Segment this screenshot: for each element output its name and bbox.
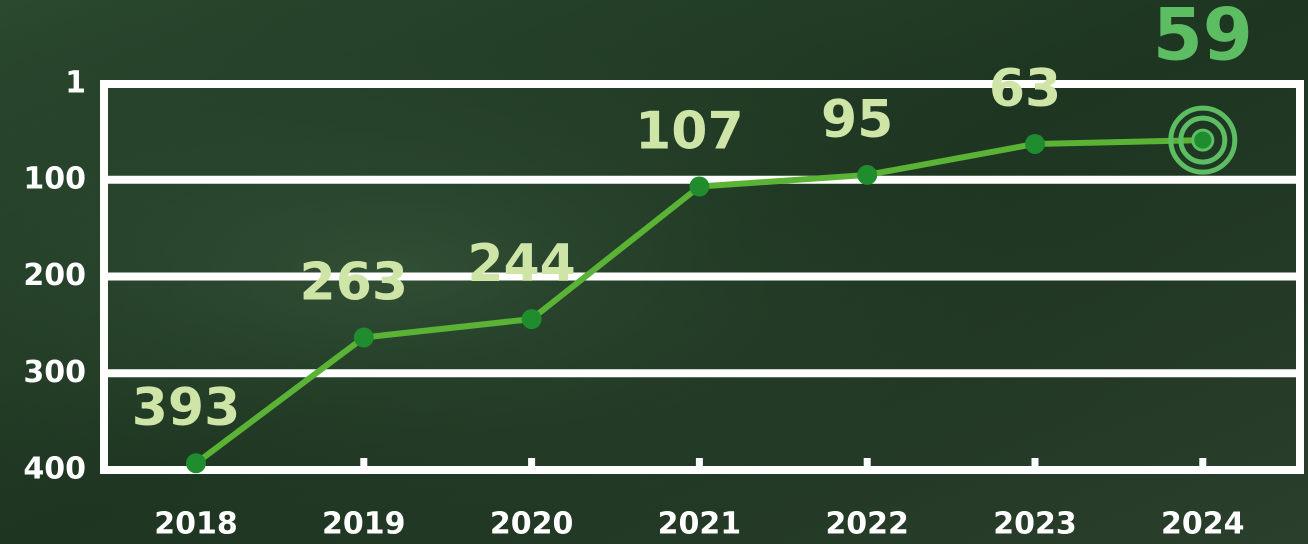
data-label: 95 xyxy=(821,90,893,150)
marker xyxy=(1191,128,1215,152)
marker xyxy=(689,176,710,197)
x-tick-label: 2020 xyxy=(490,507,574,542)
data-label: 244 xyxy=(467,234,576,294)
data-label: 63 xyxy=(989,59,1061,119)
y-tick-label: 400 xyxy=(23,452,86,487)
y-tick-label: 200 xyxy=(23,258,86,293)
x-tick-label: 2023 xyxy=(993,507,1077,542)
highlight-ring xyxy=(1178,115,1228,165)
x-tick-label: 2022 xyxy=(825,507,909,542)
y-tick-label: 100 xyxy=(23,161,86,196)
y-tick-label: 1 xyxy=(65,66,86,101)
y-tick-label: 300 xyxy=(23,355,86,390)
x-tick-label: 2018 xyxy=(154,507,238,542)
highlight-ring xyxy=(1168,105,1238,175)
data-label: 59 xyxy=(1153,0,1253,77)
marker xyxy=(857,164,878,185)
data-label: 107 xyxy=(635,102,744,162)
data-label: 393 xyxy=(132,378,241,438)
marker xyxy=(521,309,542,330)
x-tick-label: 2021 xyxy=(658,507,742,542)
marker xyxy=(353,327,374,348)
x-tick-label: 2024 xyxy=(1161,507,1245,542)
x-tick-label: 2019 xyxy=(322,507,406,542)
marker xyxy=(186,453,206,474)
marker xyxy=(1025,133,1045,154)
data-label: 263 xyxy=(300,252,409,312)
